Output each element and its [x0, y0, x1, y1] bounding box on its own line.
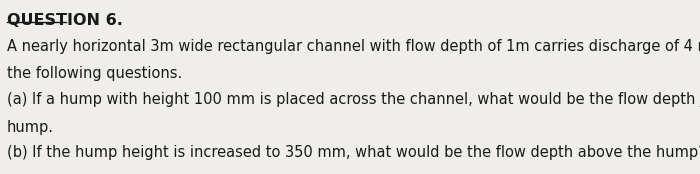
- Text: A nearly horizontal 3m wide rectangular channel with flow depth of 1m carries di: A nearly horizontal 3m wide rectangular …: [6, 39, 700, 54]
- Text: (a) If a hump with height 100 mm is placed across the channel, what would be the: (a) If a hump with height 100 mm is plac…: [6, 92, 700, 107]
- Text: the following questions.: the following questions.: [6, 66, 182, 81]
- Text: (b) If the hump height is increased to 350 mm, what would be the flow depth abov: (b) If the hump height is increased to 3…: [6, 145, 700, 160]
- Text: QUESTION 6.: QUESTION 6.: [6, 13, 122, 28]
- Text: hump.: hump.: [6, 120, 54, 135]
